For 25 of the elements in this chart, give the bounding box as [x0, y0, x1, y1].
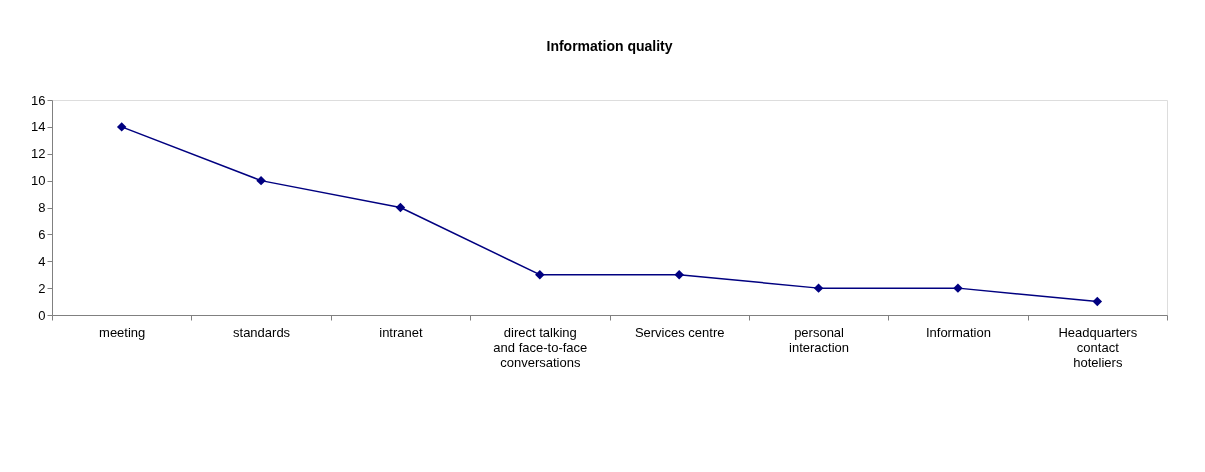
- x-tick-label: Headquarters contact hoteliers: [1058, 324, 1138, 370]
- y-tick-label: 2: [38, 280, 46, 296]
- y-tick-label: 0: [38, 307, 46, 323]
- chart-title: Information quality: [546, 38, 673, 54]
- x-tick-label: Services centre: [634, 324, 725, 340]
- y-tick-label: 8: [38, 200, 46, 215]
- y-tick-label: 14: [31, 119, 46, 135]
- x-tick-label: personal interaction: [789, 324, 850, 355]
- point: [116, 122, 127, 132]
- point: [535, 269, 545, 280]
- y-tick-label: 10: [31, 173, 46, 189]
- x-tick-label: intranet: [379, 324, 423, 340]
- y-tick-label: 16: [31, 92, 46, 108]
- x-tick-label: Information: [925, 324, 991, 340]
- x-tick-label: standards: [233, 324, 291, 340]
- x-tick-label: meeting: [99, 324, 146, 340]
- point: [256, 175, 266, 186]
- y-tick-label: 12: [31, 146, 46, 162]
- point: [674, 269, 684, 280]
- point: [395, 202, 406, 213]
- point: [813, 283, 824, 293]
- x-tick-label: direct talking and face-to-face conversations: [493, 324, 588, 370]
- y-tick-label: 4: [38, 253, 46, 269]
- y-tick-label: 6: [38, 226, 46, 242]
- point: [1092, 296, 1103, 307]
